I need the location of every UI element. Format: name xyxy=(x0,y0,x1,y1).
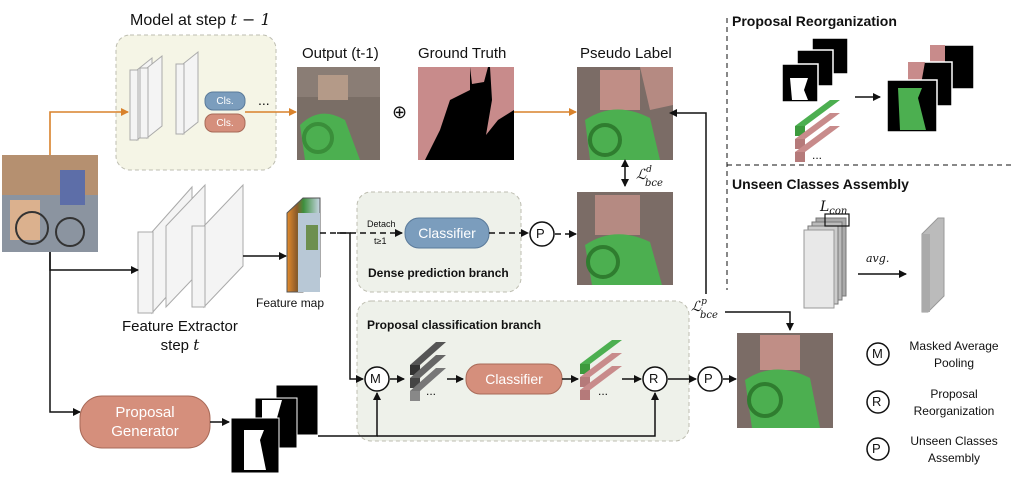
reorg-title: Proposal Reorganization xyxy=(732,13,897,29)
dense-loss-sup: d xyxy=(646,165,652,175)
proposal-generator-label: Proposal Generator xyxy=(80,396,210,448)
assembly-title: Unseen Classes Assembly xyxy=(732,176,909,192)
feature-extractor-layers xyxy=(137,183,244,315)
dense-output-image xyxy=(577,192,673,285)
arrow-input-to-extractor xyxy=(49,252,139,274)
legend-R-circle xyxy=(866,390,890,414)
output-prev-image xyxy=(297,67,380,160)
proposal-generator-line2: Generator xyxy=(111,423,179,440)
legend-P-line2: Assembly xyxy=(927,451,980,465)
legend-M-symbol: M xyxy=(872,346,883,361)
legend-P-symbol: P xyxy=(872,441,881,456)
legend-R-line1: Proposal xyxy=(930,387,978,401)
model-prev-ellipsis: ... xyxy=(258,92,270,108)
feature-extractor-line2: step t xyxy=(122,336,238,355)
cls-label-top: Cls. xyxy=(216,95,234,107)
proposal-branch-title: Proposal classification branch xyxy=(367,318,542,332)
legend-R-text: Proposal Reorganization xyxy=(904,386,1004,420)
model-prev-step-var: t − 1 xyxy=(230,10,271,29)
legend-P-text: Unseen Classes Assembly xyxy=(904,433,1004,467)
cls-box-salmon xyxy=(204,113,246,133)
arrow-pseudo-to-prop-loss xyxy=(669,109,707,294)
op-P-proposal xyxy=(697,366,723,392)
lcon-main: L xyxy=(820,199,830,215)
op-M-label: M xyxy=(370,371,381,386)
prop-loss-sub: bce xyxy=(700,310,718,321)
legend-M-line1: Masked Average xyxy=(909,339,999,353)
orange-arrow-input-to-model xyxy=(49,108,129,155)
reorg-ellipsis: ... xyxy=(812,148,823,162)
dense-loss-label: ℒd bce xyxy=(636,165,663,189)
dense-branch-title: Dense prediction branch xyxy=(368,266,509,280)
lcon-sub: con xyxy=(829,206,848,217)
prop-loss-main: ℒ xyxy=(691,299,702,315)
reorg-masks-output xyxy=(886,44,975,133)
ground-truth-image xyxy=(418,67,514,160)
cls-label-bottom: Cls. xyxy=(216,117,234,129)
dense-loss-main: ℒ xyxy=(636,167,647,183)
op-P-dense xyxy=(529,221,555,247)
prop-loss-label: ℒp bce xyxy=(691,297,718,321)
reorg-scores-input xyxy=(795,100,840,162)
embeddings-ellipsis: ... xyxy=(426,384,437,398)
proposal-classifier-label: Classifier xyxy=(485,371,543,387)
assembly-result xyxy=(921,217,945,313)
cls-box-blue xyxy=(204,91,246,111)
detach-label: Detach xyxy=(367,219,396,229)
ground-truth-label: Ground Truth xyxy=(418,45,507,62)
legend-M-circle xyxy=(866,342,890,366)
final-output-image xyxy=(737,333,833,428)
legend-P-line1: Unseen Classes xyxy=(910,434,998,448)
feature-extractor-label: Feature Extractor step t xyxy=(122,317,238,355)
model-prev-layers xyxy=(129,50,199,142)
legend-M-text: Masked Average Pooling xyxy=(904,338,1004,372)
pseudo-label-image xyxy=(577,67,673,160)
legend-P-circle xyxy=(866,437,890,461)
op-R-label: R xyxy=(649,371,659,386)
op-P-proposal-label: P xyxy=(704,371,713,386)
lcon-label: Lcon xyxy=(820,198,848,217)
dense-classifier-label: Classifier xyxy=(418,225,476,241)
input-image xyxy=(2,155,98,252)
proposal-generator-line1: Proposal xyxy=(115,404,175,421)
dense-loss-sub: bce xyxy=(645,178,663,189)
feature-extractor-step-text: step xyxy=(160,337,194,354)
detach-condition-label: t≥1 xyxy=(374,236,387,246)
proposal-embeddings xyxy=(410,342,446,401)
model-prev-title-text: Model at step xyxy=(130,12,231,29)
proposal-masks xyxy=(230,384,319,474)
feature-map xyxy=(286,197,321,293)
feature-map-label: Feature map xyxy=(256,296,325,310)
op-R xyxy=(642,366,668,392)
op-P-dense-label: P xyxy=(536,226,545,241)
arrow-prop-loss-to-final xyxy=(725,311,794,331)
arrow-masks-to-R xyxy=(377,392,659,437)
oplus-symbol: ⊕ xyxy=(392,102,408,122)
prop-loss-sup: p xyxy=(701,297,707,307)
op-M xyxy=(364,366,390,392)
legend-M-line2: Pooling xyxy=(933,356,975,370)
feature-extractor-step-var: t xyxy=(193,336,200,354)
legend-R-symbol: R xyxy=(872,394,882,409)
pseudo-label-label: Pseudo Label xyxy=(580,45,672,62)
legend-R-line2: Reorganization xyxy=(913,404,995,418)
proposal-scores xyxy=(580,340,622,400)
model-prev-title: Model at step t − 1 xyxy=(130,10,271,30)
avg-label: avg. xyxy=(866,252,890,265)
output-prev-label: Output (t-1) xyxy=(302,45,379,62)
arrow-input-to-proposal-gen xyxy=(49,252,81,416)
arrow-featuremap-to-M xyxy=(337,232,364,383)
reorg-masks-input xyxy=(781,37,849,103)
assembly-stack xyxy=(803,213,850,309)
feature-extractor-line1: Feature Extractor xyxy=(122,318,238,335)
scores-ellipsis: ... xyxy=(598,384,609,398)
